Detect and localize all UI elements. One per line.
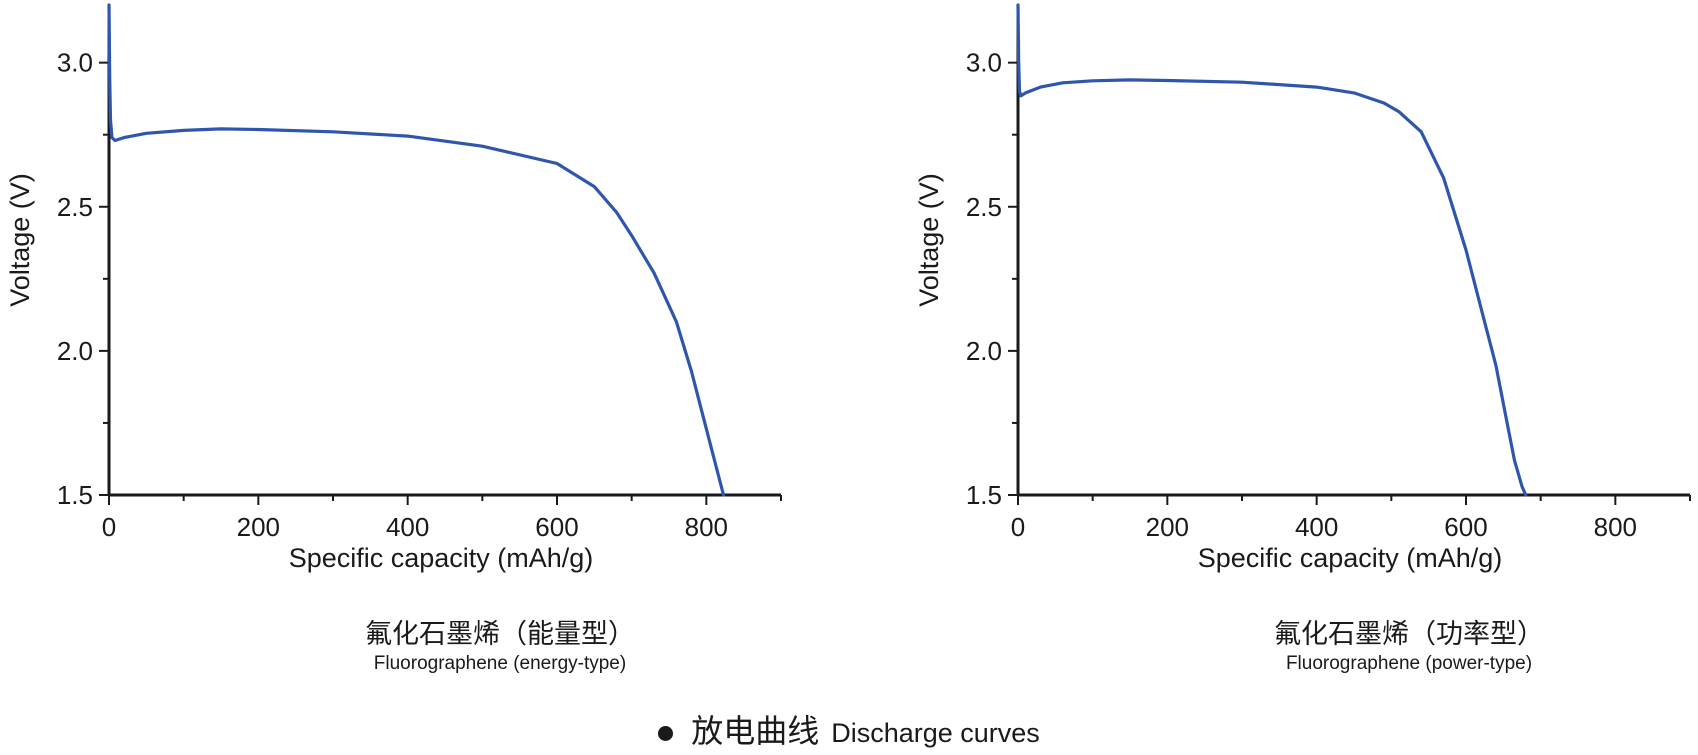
chart-1-series-line (107, 3, 726, 497)
chart-1-y-tick-label: 2.5 (57, 192, 93, 222)
chart-1-title: 氟化石墨烯（能量型） (365, 619, 635, 650)
chart-2-series-line (1016, 3, 1528, 497)
footer-label-en: Discharge curves (831, 718, 1040, 748)
chart-2-y-axis-title: Voltage (V) (914, 173, 944, 307)
footer-label-cn: 放电曲线 (691, 712, 820, 750)
chart-2-x-tick-label: 200 (1146, 512, 1189, 542)
bullet-icon (658, 726, 674, 742)
chart-1-x-tick-label: 800 (685, 512, 728, 542)
chart-1-y-axis-title: Voltage (V) (5, 173, 35, 307)
figure-footer: 放电曲线 Discharge curves (0, 706, 1698, 752)
chart-2-subtitle: Fluorographene (power-type) (1285, 653, 1533, 674)
chart-2-x-tick-label: 0 (1011, 512, 1025, 542)
chart-1-subtitle: Fluorographene (energy-type) (373, 653, 627, 674)
chart-1-x-tick-label: 200 (237, 512, 280, 542)
chart-1-y-tick-label: 1.5 (57, 480, 93, 510)
chart-1-y-tick-label: 2.0 (57, 336, 93, 366)
chart-1-y-tick-label: 3.0 (57, 48, 93, 78)
chart-1-x-tick-label: 0 (102, 512, 116, 542)
chart-2-x-tick-label: 600 (1444, 512, 1487, 542)
chart-2-x-tick-label: 400 (1295, 512, 1338, 542)
chart-2-title: 氟化石墨烯（功率型） (1274, 619, 1544, 650)
chart-2-y-tick-label: 2.5 (966, 192, 1002, 222)
chart-2-x-tick-label: 800 (1594, 512, 1637, 542)
chart-1-x-axis-title: Specific capacity (mAh/g) (289, 543, 594, 573)
chart-2-y-tick-label: 3.0 (966, 48, 1002, 78)
chart-1-x-tick-label: 600 (535, 512, 578, 542)
chart-2-y-tick-label: 2.0 (966, 336, 1002, 366)
chart-1-x-tick-label: 400 (386, 512, 429, 542)
chart-2-x-axis-title: Specific capacity (mAh/g) (1198, 543, 1503, 573)
chart-2-y-tick-label: 1.5 (966, 480, 1002, 510)
